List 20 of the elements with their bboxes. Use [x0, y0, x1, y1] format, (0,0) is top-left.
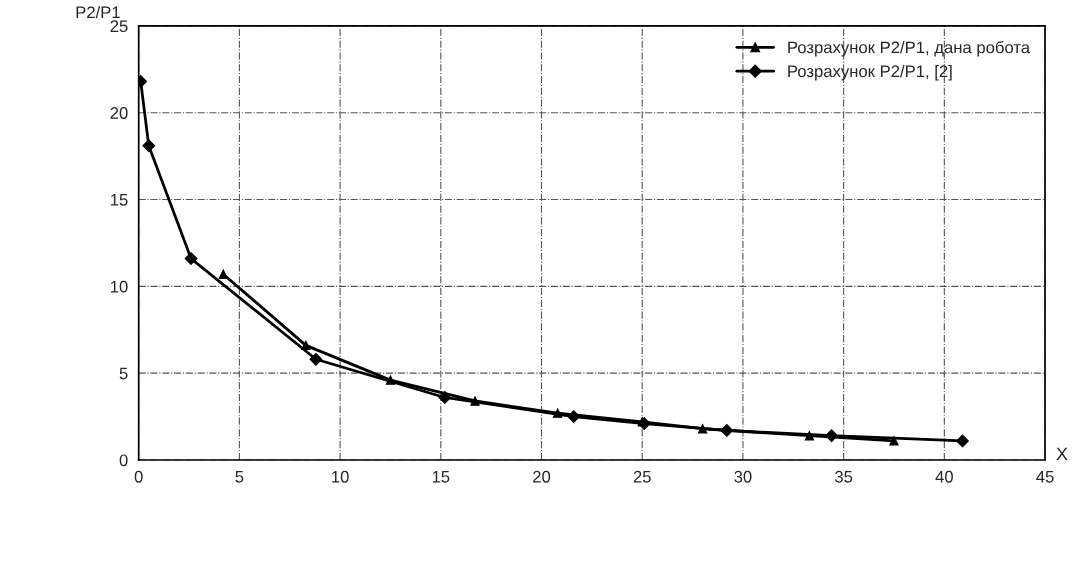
legend-label: Розрахунок P2/P1, дана робота [788, 40, 1031, 57]
x-tick-label: 5 [235, 471, 244, 483]
y-tick-label: 20 [110, 107, 128, 119]
y-tick-label: 25 [110, 20, 128, 33]
x-tick-label: 20 [533, 470, 551, 483]
y-tick-label: 5 [119, 367, 128, 380]
y-tick-label: 15 [111, 194, 128, 206]
x-tick-label: 15 [432, 471, 450, 483]
y-tick-label: 10 [111, 280, 128, 293]
x-tick-label: 25 [633, 470, 651, 483]
y-axis-title: P2/P1 [76, 6, 120, 19]
x-tick-label: 10 [332, 470, 349, 483]
x-tick-label: 0 [134, 470, 143, 483]
x-tick-label: 45 [1036, 471, 1054, 483]
y-tick-label: 0 [119, 454, 128, 467]
x-axis-title: X [1056, 447, 1068, 461]
x-tick-label: 40 [935, 470, 953, 483]
x-tick-label: 30 [734, 470, 752, 483]
legend-label: Розрахунок P2/P1, [2] [788, 64, 952, 81]
x-tick-label: 35 [835, 470, 853, 483]
